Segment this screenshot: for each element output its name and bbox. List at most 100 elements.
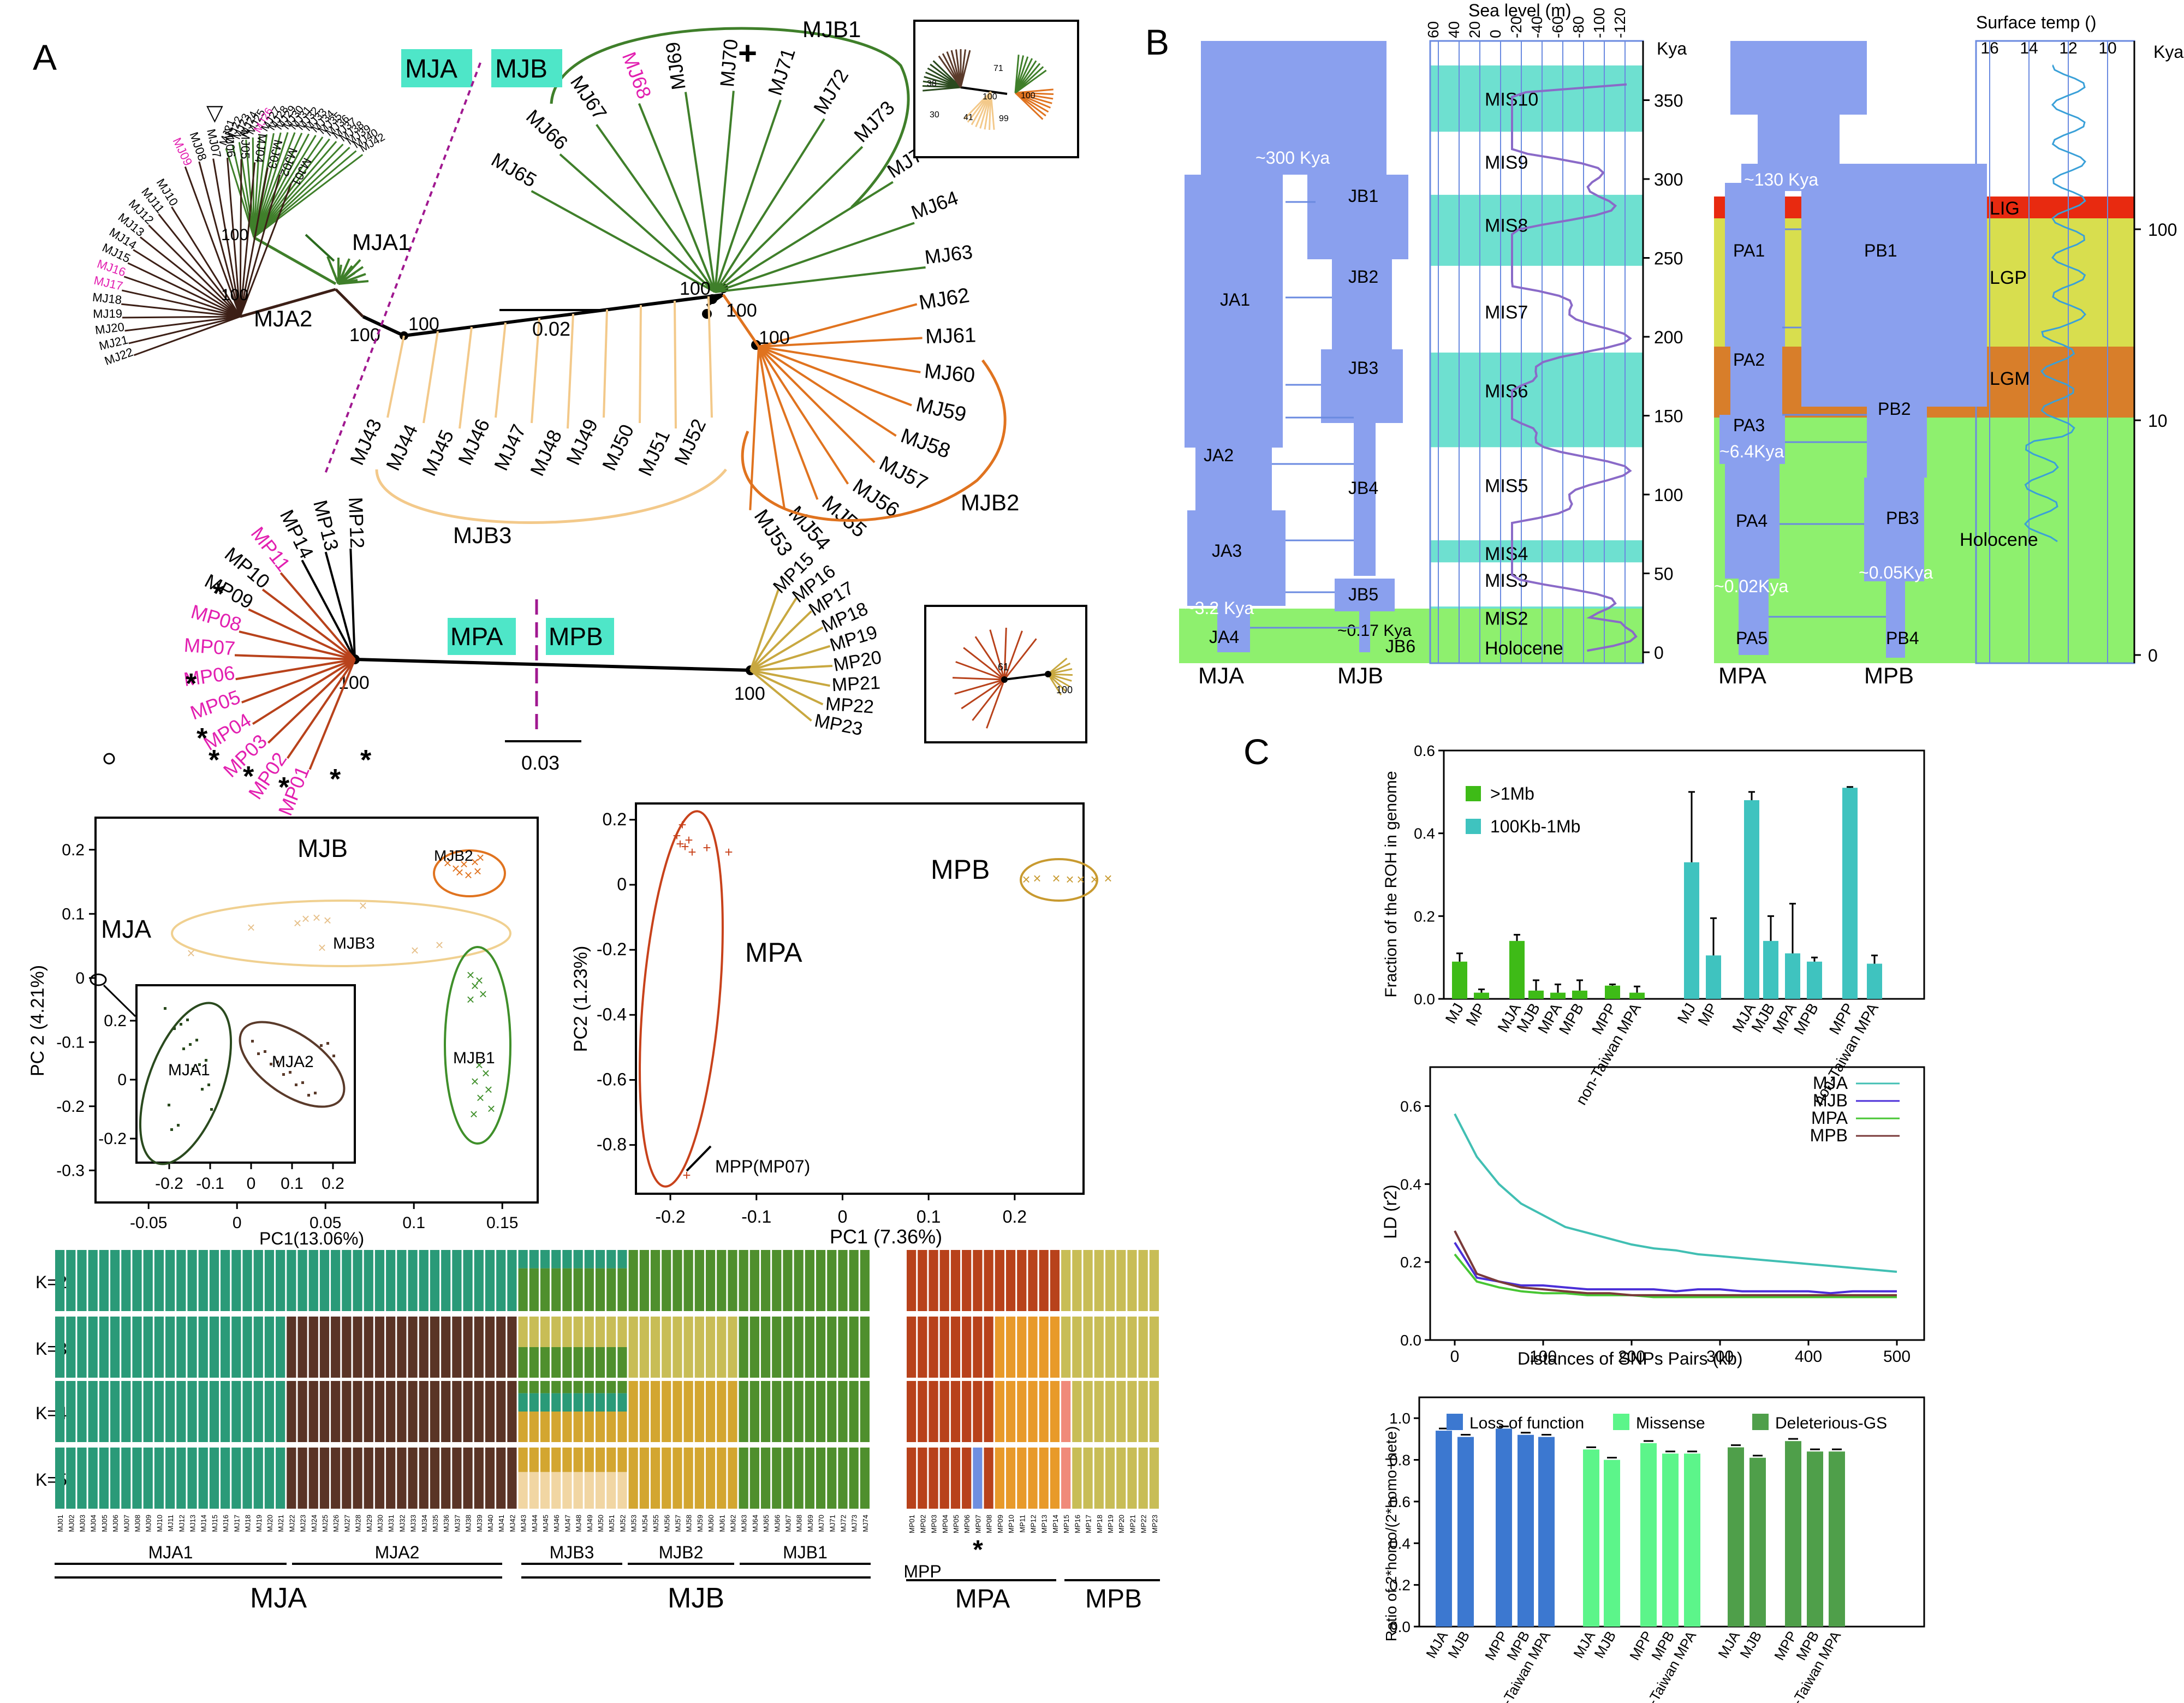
admixture-bar — [1061, 1250, 1071, 1311]
admixture-bar — [1005, 1250, 1016, 1311]
sample-label: MJ70 — [817, 1515, 825, 1532]
admixture-bar — [276, 1448, 285, 1509]
mj-split-line — [324, 62, 481, 475]
sample-label: MJ21 — [277, 1515, 285, 1532]
mja2-leaf-branch — [127, 262, 241, 318]
mja1-leaf-branch — [253, 134, 268, 238]
pop-block-pb4 — [1886, 581, 1905, 658]
admixture-bar — [749, 1448, 759, 1509]
admixture-bar — [1072, 1250, 1082, 1311]
sample-label: MJ32 — [398, 1515, 406, 1532]
mjb1-leaf-label: MJ65 — [487, 148, 540, 192]
sample-label: MP22 — [1140, 1515, 1148, 1533]
sample-label: MP08 — [985, 1515, 993, 1533]
legend-label: Loss of function — [1469, 1414, 1584, 1432]
admixture-bar — [606, 1393, 616, 1412]
admixture-bar — [584, 1268, 594, 1311]
load-bar — [1684, 1454, 1700, 1627]
sample-label: MJ30 — [376, 1515, 384, 1532]
mpa-tag-box — [448, 618, 516, 655]
roh-bar — [1629, 992, 1645, 999]
roh-bar — [1605, 985, 1620, 999]
mpb-leaf-label: MP21 — [831, 672, 881, 696]
y-tick-label: 0.4 — [1400, 1176, 1421, 1193]
admixture-bar — [584, 1250, 594, 1269]
inset-y-tick-label: -0.2 — [98, 1130, 127, 1148]
inset-bootstrap: 100 — [1056, 684, 1073, 695]
admixture-bar — [297, 1250, 307, 1311]
admixture-bar — [595, 1472, 605, 1509]
admixture-bar — [187, 1381, 197, 1442]
inset-point — [289, 1071, 291, 1074]
subgroup-label: MJB2 — [659, 1543, 704, 1562]
climate-band-glacial — [1430, 194, 1643, 266]
event-annotation: ~0.05Kya — [1859, 563, 1933, 582]
sea-level-tick: -120 — [1611, 8, 1628, 38]
mjb1-leaf-label: MJ71 — [764, 45, 800, 98]
admixture-bar — [827, 1250, 837, 1311]
admixture-bar — [1017, 1317, 1027, 1378]
admixture-bar — [452, 1381, 462, 1442]
mjb3-leaf-label: MJ48 — [526, 426, 566, 479]
x-tick-label: 500 — [1883, 1348, 1911, 1366]
admixture-bar — [705, 1381, 716, 1442]
subgroup-label: MJA1 — [148, 1543, 193, 1562]
mjb1-leaf-label: MJ64 — [908, 186, 961, 224]
load-bar — [1749, 1457, 1766, 1627]
admixture-bar — [1094, 1381, 1104, 1442]
inset-point — [307, 1094, 310, 1097]
pop-block-pb2 — [1867, 407, 1927, 478]
sample-label: MJ53 — [630, 1515, 638, 1532]
admixture-bar — [187, 1250, 197, 1311]
mjb2-clade-label: MJB2 — [961, 490, 1019, 515]
admixture-bar — [860, 1250, 870, 1311]
inset-bootstrap: 100 — [1021, 91, 1036, 100]
admixture-bar — [110, 1381, 120, 1442]
admixture-bar — [760, 1448, 771, 1509]
mjb1-leaf-label: MJ69 — [661, 40, 690, 91]
pca-mp-ylabel: PC2 (1.23%) — [570, 946, 591, 1052]
mja2-leaf-label: MJ06 — [222, 128, 238, 158]
mis-label: MIS9 — [1485, 152, 1528, 173]
admixture-bar — [540, 1412, 550, 1442]
admixture-bar — [639, 1250, 649, 1311]
admixture-bar — [297, 1317, 307, 1378]
roh-bar — [1509, 940, 1525, 999]
admixture-bar — [816, 1381, 826, 1442]
admixture-bar — [995, 1448, 1004, 1509]
admixture-bar — [662, 1250, 671, 1311]
time-tick-label: 100 — [1654, 485, 1683, 505]
admixture-bar — [705, 1448, 716, 1509]
admixture-bar — [907, 1381, 917, 1442]
x-tick-label: 0.15 — [486, 1214, 518, 1232]
admixture-bar — [441, 1381, 451, 1442]
demo-mj-time-unit: Kya — [1657, 39, 1687, 58]
admixture-bar — [1050, 1381, 1060, 1442]
roh-bar — [1763, 940, 1778, 999]
x-tick-label: 0 — [1450, 1348, 1460, 1366]
inset-x-tick-label: -0.2 — [155, 1175, 183, 1193]
sample-label: MJ73 — [850, 1515, 859, 1532]
y-tick-label: 0.2 — [603, 809, 627, 829]
admixture-bar — [929, 1250, 938, 1311]
admixture-bar — [518, 1448, 528, 1472]
admixture-bar — [584, 1317, 594, 1347]
mjb1-leaf-label: MJ73 — [849, 97, 899, 147]
mja-tag-box — [401, 49, 472, 87]
mis-label: MIS6 — [1485, 381, 1528, 402]
admixture-bar — [551, 1268, 561, 1311]
pop-block-pa4 — [1725, 464, 1780, 579]
sample-label: MJ15 — [211, 1515, 219, 1532]
admixture-bar — [1017, 1250, 1027, 1311]
bootstrap-label: 100 — [726, 300, 757, 321]
pca-point: × — [1090, 871, 1098, 888]
admixture-bar — [995, 1381, 1004, 1442]
pca-mp-plot: -0.2 -0.1 0 0.1 0.20.20-0.2-0.4-0.6-0.8+++++… — [597, 802, 1112, 1226]
admixture-bar — [374, 1381, 385, 1442]
mja1-leaf-branch — [253, 144, 344, 239]
admixture-bar — [198, 1250, 208, 1311]
sea-level-tick: -80 — [1570, 16, 1587, 38]
admixture-bar — [973, 1448, 983, 1509]
pca-point: × — [318, 939, 326, 956]
